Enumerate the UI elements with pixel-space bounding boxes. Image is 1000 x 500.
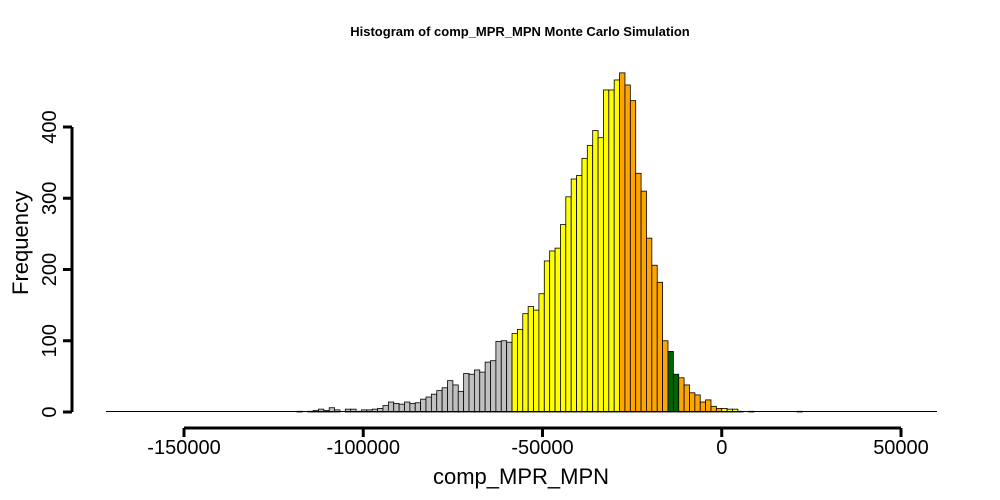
histogram-bar (565, 196, 572, 413)
histogram-bar (570, 178, 577, 413)
x-tick-label: 0 (716, 437, 727, 459)
histogram-bar (586, 145, 594, 413)
histogram-bar (554, 247, 561, 413)
chart-title: Histogram of comp_MPR_MPN Monte Carlo Si… (350, 24, 690, 39)
histogram-bar (672, 373, 680, 413)
histogram-bar (705, 399, 712, 413)
histogram-bar (473, 369, 481, 413)
histogram-bar (560, 224, 567, 413)
histogram-bar (468, 373, 475, 413)
histogram-bar (694, 394, 701, 413)
histogram-bar (699, 401, 707, 413)
histogram-bar (387, 401, 395, 413)
histogram-bar (527, 306, 534, 413)
histogram-bar (409, 403, 416, 413)
histogram-bar (441, 387, 448, 413)
histogram-bar (683, 384, 690, 413)
x-tick-label: 50000 (873, 437, 929, 459)
histogram-bar (613, 79, 620, 413)
histogram-bars (296, 72, 803, 413)
histogram-bar (517, 328, 524, 413)
histogram-bar (656, 281, 663, 413)
histogram-bar (581, 157, 588, 413)
histogram-bar (678, 377, 685, 413)
histogram-bar (430, 393, 438, 413)
histogram-bar (420, 398, 427, 413)
histogram-bar (629, 100, 637, 413)
histogram-bar (425, 396, 432, 413)
histogram-bar (404, 401, 411, 413)
y-axis: 0 100 200 300 400 (39, 110, 74, 418)
histogram-bar (635, 172, 642, 413)
y-tick-label: 200 (39, 253, 61, 286)
histogram-bar (484, 361, 491, 413)
histogram-bar (490, 360, 497, 413)
histogram-bar (500, 340, 508, 413)
y-tick-label: 300 (39, 182, 61, 215)
histogram-bar (543, 260, 551, 413)
histogram-bar (662, 340, 669, 413)
histogram-bar (549, 250, 556, 413)
histogram-bar (592, 130, 599, 413)
histogram-bar (447, 380, 454, 413)
y-tick-label: 100 (39, 324, 61, 357)
histogram-bar (398, 403, 405, 413)
y-axis-label: Frequency (8, 191, 33, 295)
histogram-bar (667, 351, 674, 413)
x-axis-label: comp_MPR_MPN (433, 464, 609, 489)
histogram-bar (511, 333, 518, 413)
histogram-bar (463, 373, 470, 413)
histogram-bar (436, 390, 443, 413)
x-axis: -150000 -100000 -50000 0 50000 (147, 426, 929, 459)
histogram-bar (457, 390, 465, 413)
histogram-bar (522, 313, 529, 413)
histogram-bar (603, 89, 610, 413)
histogram-bar (576, 175, 583, 413)
histogram-bar (646, 237, 653, 413)
histogram-bar (689, 392, 696, 413)
y-tick-label: 0 (39, 406, 61, 417)
histogram-bar (538, 293, 545, 413)
x-tick-label: -50000 (511, 437, 573, 459)
histogram-bar (624, 84, 631, 413)
histogram-bar (452, 384, 459, 413)
histogram-bar (608, 89, 615, 413)
histogram-bar (495, 341, 502, 413)
histogram-bar (640, 190, 647, 413)
histogram-bar (597, 137, 604, 413)
histogram-bar (393, 403, 400, 413)
histogram-bar (506, 341, 513, 413)
y-tick-label: 400 (39, 110, 61, 143)
x-tick-label: -100000 (327, 437, 400, 459)
histogram-bar (651, 264, 658, 413)
histogram-bar (619, 72, 626, 413)
x-tick-label: -150000 (147, 437, 220, 459)
histogram-bar (479, 371, 486, 413)
histogram-bar (533, 309, 540, 413)
histogram-bar (414, 402, 422, 413)
